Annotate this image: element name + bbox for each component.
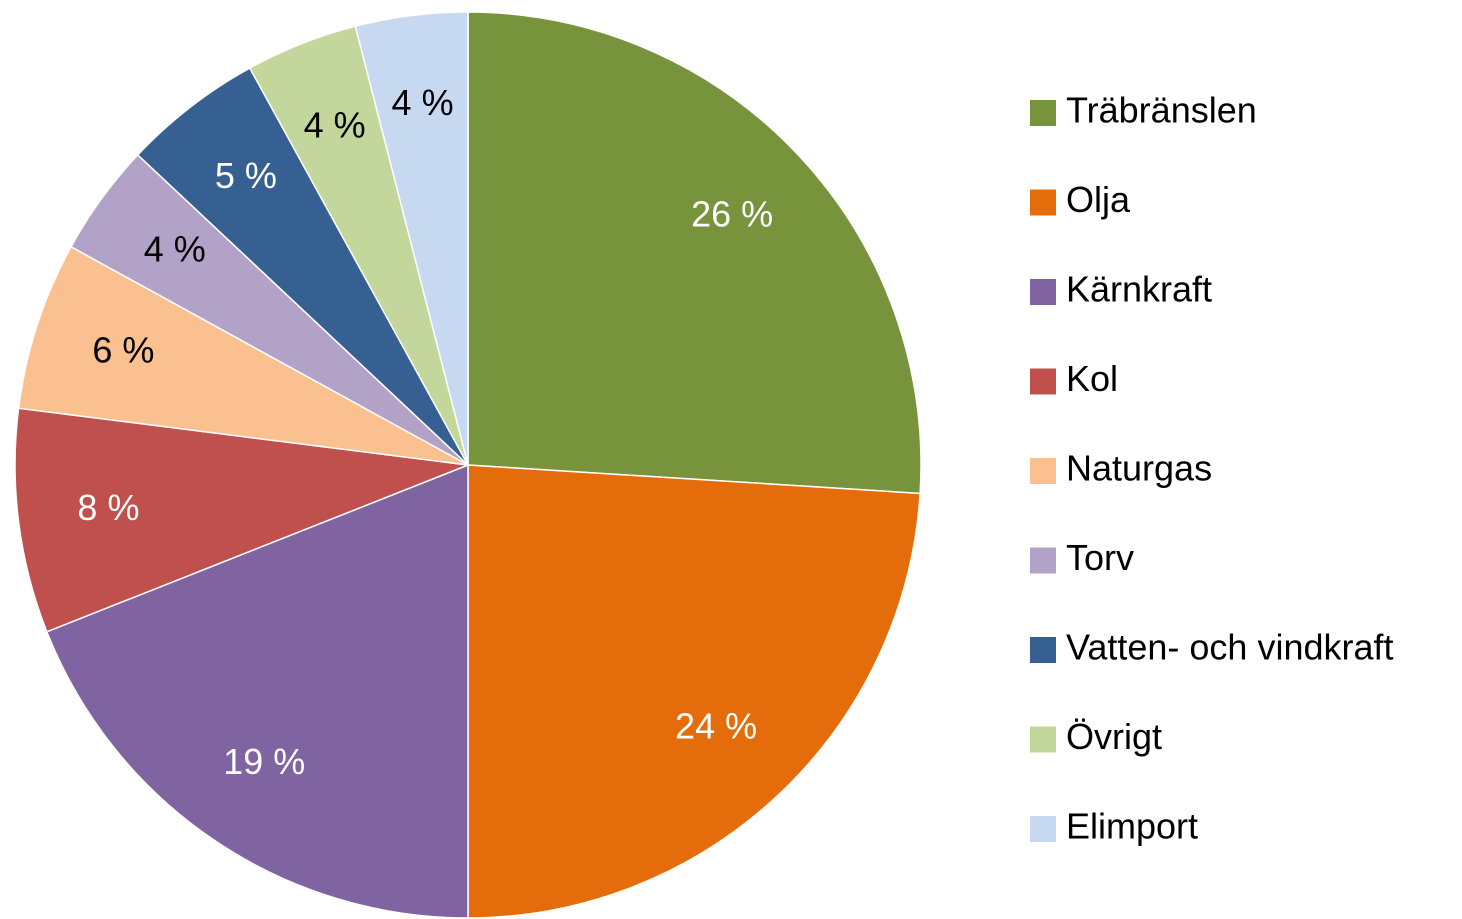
legend-swatch (1030, 637, 1056, 663)
legend-swatch (1030, 726, 1056, 753)
legend-swatch (1030, 547, 1056, 574)
legend-label: Vatten- och vindkraft (1066, 627, 1394, 668)
pie-slice (467, 11, 922, 495)
legend-swatch (1030, 368, 1056, 395)
legend-label: Kärnkraft (1066, 269, 1212, 310)
pie-slice (14, 407, 469, 633)
data-label: 26 % (691, 193, 773, 234)
legend-swatch (1030, 279, 1056, 305)
data-label: 4 % (392, 82, 454, 123)
legend-label: Kol (1066, 358, 1118, 399)
pie-slice (354, 11, 469, 466)
legend-label: Träbränslen (1066, 90, 1257, 131)
data-label: 4 % (144, 229, 206, 270)
legend-label: Övrigt (1066, 716, 1162, 757)
pie-slice (17, 245, 469, 466)
legend-label: Torv (1066, 537, 1134, 578)
legend-swatch (1030, 189, 1056, 216)
legend-swatch (1030, 100, 1056, 126)
pie-slice (136, 67, 469, 466)
data-label: 5 % (215, 155, 277, 196)
data-label: 4 % (304, 105, 366, 146)
legend-label: Naturgas (1066, 448, 1212, 489)
data-label: 19 % (223, 741, 305, 782)
legend-label: Olja (1066, 179, 1131, 220)
legend-swatch (1030, 816, 1056, 842)
legend-label: Elimport (1066, 806, 1198, 847)
data-label: 24 % (675, 706, 757, 747)
pie-slice (45, 463, 469, 919)
data-label: 6 % (92, 330, 154, 371)
data-label: 8 % (77, 487, 139, 528)
legend-swatch (1030, 458, 1056, 484)
pie-slice (467, 464, 921, 919)
